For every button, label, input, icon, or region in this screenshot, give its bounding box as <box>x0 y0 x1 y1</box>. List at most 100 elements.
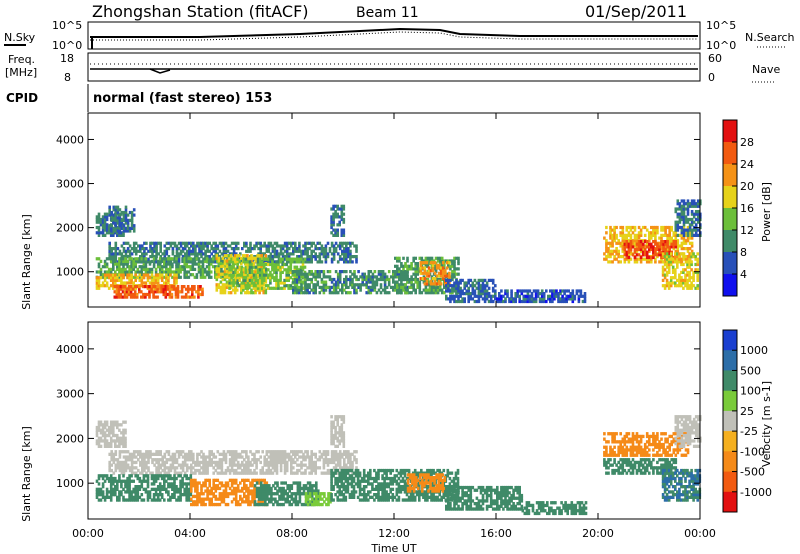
data-cell <box>269 244 273 248</box>
data-cell <box>619 225 622 230</box>
data-cell <box>295 268 299 272</box>
data-cell <box>122 455 126 459</box>
data-cell <box>247 463 250 467</box>
data-cell <box>173 257 177 261</box>
data-cell <box>249 247 252 251</box>
data-cell <box>334 463 338 467</box>
data-cell <box>668 228 671 232</box>
data-cell <box>637 240 641 244</box>
data-cell <box>383 288 387 292</box>
data-cell <box>670 255 673 259</box>
data-cell <box>652 247 655 252</box>
data-cell <box>682 255 685 259</box>
data-cell <box>694 268 697 272</box>
data-cell <box>297 260 301 264</box>
data-cell <box>676 228 680 232</box>
data-cell <box>318 252 322 256</box>
data-cell <box>128 474 131 478</box>
data-cell <box>279 247 283 251</box>
data-cell <box>124 241 128 245</box>
data-cell <box>122 428 125 432</box>
data-cell <box>322 280 326 284</box>
data-cell <box>116 439 119 443</box>
data-cell <box>455 267 458 271</box>
data-cell <box>674 240 678 244</box>
data-cell <box>404 291 407 295</box>
data-cell <box>341 455 344 459</box>
data-cell <box>273 260 277 264</box>
data-cell <box>449 259 452 263</box>
data-cell <box>203 259 207 263</box>
data-cell <box>234 468 238 473</box>
data-cell <box>130 493 133 497</box>
data-cell <box>633 257 637 261</box>
data-cell <box>410 262 413 266</box>
data-cell <box>160 285 163 289</box>
data-cell <box>224 460 228 465</box>
data-cell <box>198 241 201 245</box>
data-cell <box>583 299 587 304</box>
data-cell <box>265 471 269 475</box>
data-cell <box>336 283 340 287</box>
data-cell <box>216 247 220 251</box>
data-cell <box>163 262 166 266</box>
data-cell <box>172 287 176 291</box>
data-cell <box>146 490 150 494</box>
data-cell <box>97 420 101 424</box>
data-cell <box>475 294 479 298</box>
data-cell <box>175 458 179 462</box>
data-cell <box>151 452 154 456</box>
data-cell <box>340 436 344 440</box>
data-cell <box>433 271 437 275</box>
data-cell <box>227 283 231 287</box>
data-cell <box>225 270 229 274</box>
data-cell <box>120 471 124 475</box>
data-cell <box>190 468 193 473</box>
data-cell <box>491 299 495 304</box>
data-cell <box>254 273 258 277</box>
data-cell <box>241 468 244 473</box>
data-cell <box>158 267 162 271</box>
data-cell <box>334 210 337 214</box>
data-cell <box>555 289 558 293</box>
data-cell <box>345 249 348 253</box>
data-cell <box>318 450 322 454</box>
data-cell <box>314 244 317 248</box>
data-cell <box>682 212 686 216</box>
data-cell <box>696 212 700 216</box>
data-cell <box>261 252 264 256</box>
data-cell <box>186 290 190 294</box>
data-cell <box>240 284 244 288</box>
data-cell <box>686 273 689 277</box>
data-cell <box>116 482 119 486</box>
data-cell <box>349 277 352 282</box>
data-cell <box>212 455 215 459</box>
data-cell <box>249 450 252 454</box>
data-cell <box>545 289 548 293</box>
data-cell <box>221 256 225 260</box>
data-cell <box>656 245 659 249</box>
data-cell <box>183 458 187 462</box>
data-cell <box>528 294 532 298</box>
data-cell <box>147 455 150 459</box>
data-cell <box>155 458 158 462</box>
data-cell <box>494 294 497 298</box>
data-cell <box>611 241 614 245</box>
data-cell <box>130 460 134 465</box>
data-cell <box>613 228 616 232</box>
data-cell <box>342 420 346 424</box>
data-cell <box>112 423 115 427</box>
data-cell <box>629 249 633 253</box>
data-cell <box>120 468 124 473</box>
data-cell <box>285 460 289 465</box>
data-cell <box>95 257 99 261</box>
data-cell <box>279 466 283 470</box>
data-cell <box>294 283 297 287</box>
data-cell <box>122 281 125 285</box>
data-cell <box>134 275 137 279</box>
data-cell <box>385 291 389 295</box>
data-cell <box>103 495 107 499</box>
data-cell <box>301 268 305 272</box>
data-cell <box>287 268 290 272</box>
data-cell <box>536 289 540 293</box>
